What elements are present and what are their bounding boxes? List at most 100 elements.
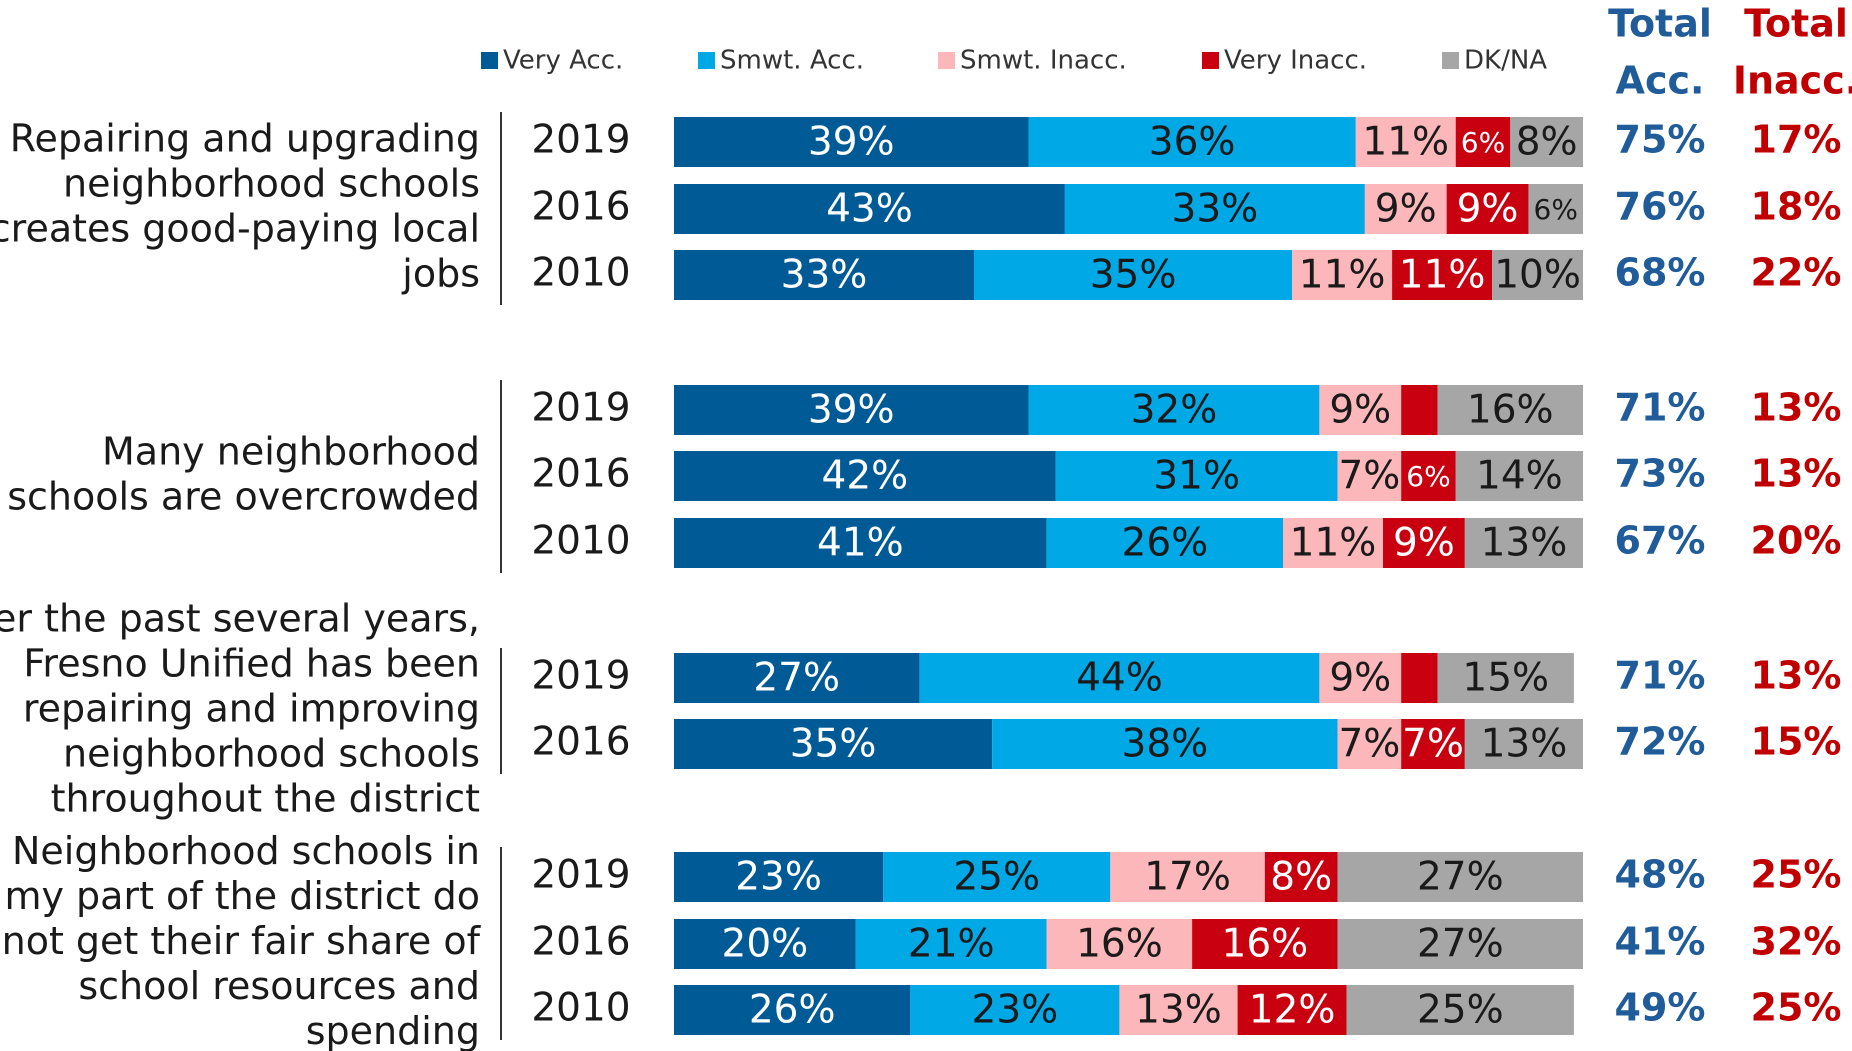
data-label: 27% — [1417, 855, 1504, 900]
group-label: throughout the district — [51, 777, 480, 821]
bar-segment — [1401, 719, 1465, 769]
data-label: 16% — [1076, 922, 1163, 967]
data-label: 33% — [1172, 187, 1259, 232]
bar-segment — [1028, 117, 1356, 167]
bar-segment — [1528, 184, 1583, 234]
data-label: 13% — [1481, 521, 1568, 566]
data-label: 42% — [822, 454, 909, 499]
data-label: 9% — [1375, 187, 1437, 232]
group-label: schools are overcrowded — [7, 475, 480, 519]
bar-segment — [1446, 184, 1529, 234]
data-label: 9% — [1393, 521, 1455, 566]
total-header: Total — [1744, 2, 1848, 46]
data-label: 9% — [1329, 656, 1391, 701]
total-value: 25% — [1751, 853, 1842, 897]
total-value: 73% — [1615, 452, 1706, 496]
data-label: 13% — [1481, 722, 1568, 767]
bar-segment — [1264, 852, 1338, 902]
data-label: 9% — [1329, 388, 1391, 433]
group-label: my part of the district do — [4, 874, 480, 918]
data-label: 11% — [1362, 120, 1449, 165]
bar-segment — [674, 385, 1029, 435]
data-label: 43% — [826, 187, 913, 232]
bar-segment — [1437, 653, 1574, 703]
bar-segment — [1510, 117, 1583, 167]
group-label: repairing and improving — [23, 687, 480, 731]
data-label: 25% — [953, 855, 1040, 900]
data-label: 44% — [1076, 656, 1163, 701]
data-label: 7% — [1402, 722, 1464, 767]
total-value: 13% — [1751, 654, 1842, 698]
total-value: 15% — [1751, 720, 1842, 764]
total-value: 71% — [1615, 386, 1706, 430]
data-label: 8% — [1516, 120, 1578, 165]
bar-segment — [1319, 385, 1402, 435]
group-label: spending — [306, 1009, 480, 1051]
bar-segment — [992, 719, 1338, 769]
bar-segment — [1401, 385, 1438, 435]
data-label: 23% — [735, 855, 822, 900]
bar-segment — [1401, 451, 1456, 501]
data-label: 14% — [1476, 454, 1563, 499]
bar-segment — [1455, 451, 1583, 501]
total-header: Acc. — [1616, 59, 1705, 103]
group-label: neighborhood schools — [63, 732, 480, 776]
data-label: 26% — [1122, 521, 1209, 566]
total-value: 49% — [1615, 986, 1706, 1030]
data-label: 27% — [1417, 922, 1504, 967]
bar-segment — [1292, 250, 1393, 300]
group-label: Repairing and upgrading — [10, 117, 480, 161]
data-label: 31% — [1153, 454, 1240, 499]
legend-label: Smwt. Inacc. — [960, 46, 1127, 76]
year-label: 2019 — [531, 654, 630, 699]
bar-segment — [1337, 451, 1402, 501]
legend-label: Very Acc. — [503, 46, 623, 76]
total-value: 13% — [1751, 386, 1842, 430]
total-value: 22% — [1751, 251, 1842, 295]
year-label: 2016 — [531, 452, 630, 497]
total-value: 13% — [1751, 452, 1842, 496]
bar-segment — [674, 653, 920, 703]
group-label: neighborhood schools — [63, 162, 480, 206]
bar-segment — [674, 919, 856, 969]
data-label: 8% — [1270, 855, 1332, 900]
data-label: 7% — [1338, 722, 1400, 767]
bar-segment — [1346, 985, 1574, 1035]
total-value: 32% — [1751, 920, 1842, 964]
group-label: school resources and — [78, 964, 480, 1008]
data-label: 11% — [1290, 521, 1377, 566]
total-value: 72% — [1615, 720, 1706, 764]
bar-segment — [1319, 653, 1402, 703]
year-label: 2010 — [531, 251, 630, 296]
data-label: 26% — [749, 988, 836, 1033]
group-label: Neighborhood schools in — [12, 829, 480, 873]
data-label: 32% — [1131, 388, 1218, 433]
bar-segment — [1337, 852, 1583, 902]
bar-segment — [1110, 852, 1265, 902]
bar-segment — [674, 451, 1056, 501]
bar-segment — [674, 518, 1047, 568]
bar-segment — [1283, 518, 1384, 568]
bar-segment — [1237, 985, 1347, 1035]
data-label: 12% — [1249, 988, 1336, 1033]
group-label: Many neighborhood — [102, 430, 480, 474]
data-label: 41% — [817, 521, 904, 566]
bar-segment — [910, 985, 1120, 1035]
data-label: 10% — [1494, 253, 1581, 298]
bar-segment — [1028, 385, 1320, 435]
data-label: 35% — [790, 722, 877, 767]
data-label: 16% — [1467, 388, 1554, 433]
bar-segment — [1401, 653, 1438, 703]
total-value: 67% — [1615, 519, 1706, 563]
data-label: 17% — [1144, 855, 1231, 900]
data-label: 16% — [1222, 922, 1309, 967]
year-label: 2016 — [531, 720, 630, 765]
bar-segment — [1464, 518, 1583, 568]
bar-segment — [674, 117, 1029, 167]
bar-segment — [1455, 117, 1511, 167]
bar-segment — [1064, 184, 1365, 234]
data-label: 11% — [1299, 253, 1386, 298]
bar-segment — [855, 919, 1047, 969]
bar-segment — [1437, 385, 1583, 435]
